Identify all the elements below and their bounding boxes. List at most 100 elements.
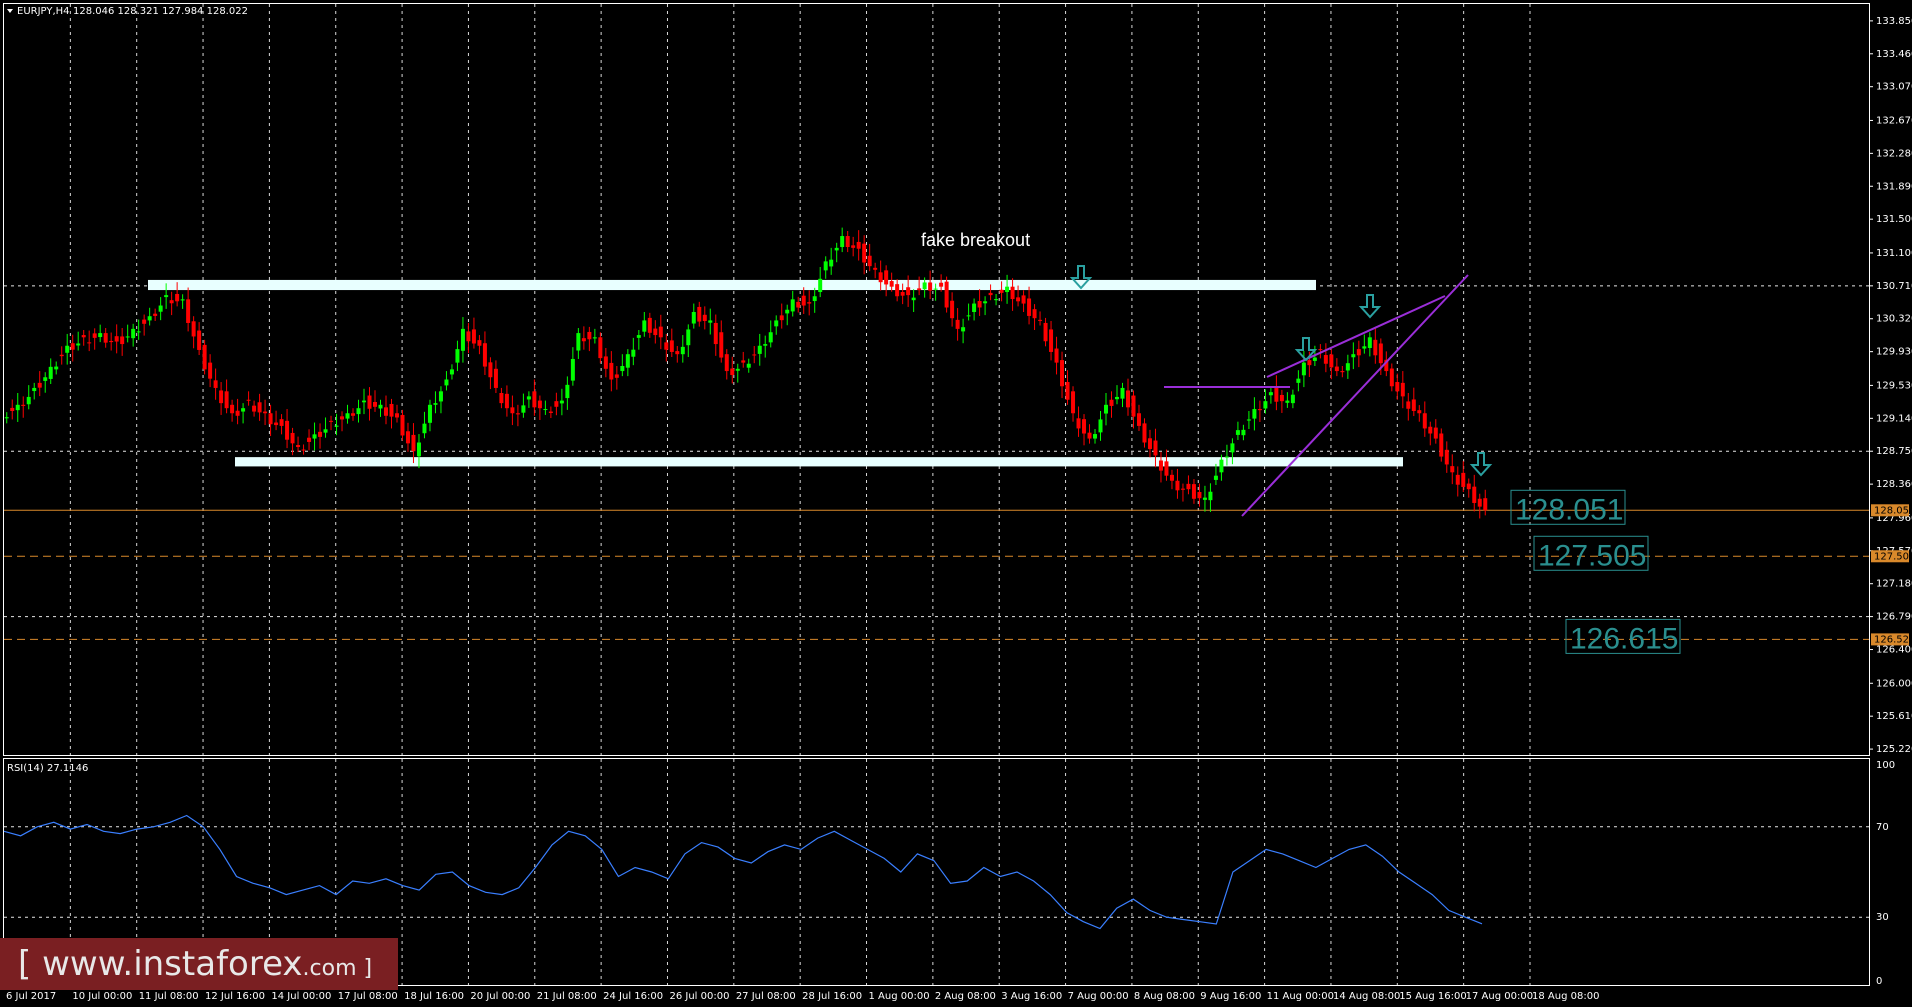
time-tick-label: 15 Aug 16:00 xyxy=(1399,991,1466,1002)
price-tick-label: 131.500 xyxy=(1876,214,1912,225)
down-arrow-icon xyxy=(1294,337,1318,362)
candle-body xyxy=(1483,498,1488,511)
candle-body xyxy=(318,431,323,437)
time-tick-label: 18 Aug 08:00 xyxy=(1532,991,1599,1002)
candle-body xyxy=(763,344,768,346)
time-tick-label: 17 Aug 00:00 xyxy=(1466,991,1533,1002)
candle-body xyxy=(1021,295,1026,304)
candle-body xyxy=(1065,382,1070,400)
wedge-upper-line xyxy=(1266,295,1446,378)
candle-body xyxy=(977,301,982,308)
candle-body xyxy=(724,354,729,372)
candle-body xyxy=(697,306,702,322)
candle-body xyxy=(147,316,152,321)
candle-body xyxy=(252,405,257,412)
candle-body xyxy=(1340,371,1345,373)
candle-body xyxy=(1087,432,1092,439)
candle-body xyxy=(1219,459,1224,473)
candle-body xyxy=(1417,410,1422,414)
price-tick-label: 126.400 xyxy=(1876,645,1912,656)
target-level-value: 126.615 xyxy=(1570,622,1678,655)
candle-body xyxy=(345,413,350,419)
candle-body xyxy=(653,328,658,336)
fake-breakout-annotation: fake breakout xyxy=(921,230,1030,250)
time-tick-label: 3 Aug 16:00 xyxy=(1001,991,1062,1002)
price-tick-label: 129.140 xyxy=(1876,413,1912,424)
candle-body xyxy=(801,295,806,306)
candle-body xyxy=(1093,434,1098,439)
candle-body xyxy=(922,282,927,290)
rsi-tick-label: 100 xyxy=(1876,760,1895,771)
price-axis: 133.850 133.460 133.070 132.670 132.280 131.8… xyxy=(1869,16,1912,755)
candle-body xyxy=(543,409,548,411)
price-candles xyxy=(4,227,1488,519)
candle-body xyxy=(647,317,652,333)
price-tick-label: 126.790 xyxy=(1876,612,1912,623)
candle-body xyxy=(356,408,361,415)
candle-body xyxy=(1296,378,1301,383)
candle-body xyxy=(186,299,191,323)
rsi-header: RSI(14) 27.1146 xyxy=(7,763,88,774)
price-tick-label: 125.220 xyxy=(1876,744,1912,755)
candle-body xyxy=(1323,355,1328,364)
candle-body xyxy=(279,419,284,426)
dropdown-triangle-icon[interactable] xyxy=(7,9,13,13)
down-arrow-icon xyxy=(1469,452,1493,477)
candle-body xyxy=(1329,354,1334,368)
time-tick-label: 2 Aug 08:00 xyxy=(935,991,996,1002)
candle-body xyxy=(378,404,383,409)
candle-body xyxy=(411,434,416,452)
price-tick-label: 127.960 xyxy=(1876,513,1912,524)
candle-body xyxy=(614,374,619,378)
time-tick-label: 7 Aug 00:00 xyxy=(1068,991,1129,1002)
target-level-box xyxy=(1510,489,1626,525)
price-tick-label: 131.100 xyxy=(1876,248,1912,259)
candle-body xyxy=(208,362,213,379)
candle-body xyxy=(1115,396,1119,400)
candle-body xyxy=(768,332,773,343)
candle-body xyxy=(263,411,268,414)
candle-body xyxy=(1054,348,1059,363)
candle-body xyxy=(933,288,938,290)
candle-body xyxy=(829,259,834,267)
candle-body xyxy=(455,349,460,363)
candle-body xyxy=(1169,474,1174,481)
candle-body xyxy=(515,413,520,415)
candle-body xyxy=(164,295,169,298)
candle-body xyxy=(197,330,202,350)
candle-body xyxy=(532,391,537,408)
candle-body xyxy=(950,300,955,319)
candle-body xyxy=(889,281,894,287)
candle-body xyxy=(928,282,933,291)
candle-body xyxy=(818,278,823,293)
candle-body xyxy=(65,345,70,353)
candle-body xyxy=(691,311,696,324)
candle-body xyxy=(686,329,691,346)
candle-body xyxy=(1109,399,1114,406)
candle-body xyxy=(1477,498,1482,507)
candle-body xyxy=(246,399,251,401)
time-axis: 6 Jul 2017 10 Jul 00:00 11 Jul 08:00 12 Jul… xyxy=(6,991,1599,1002)
time-tick-label: 21 Jul 08:00 xyxy=(537,991,597,1002)
candle-body xyxy=(1444,449,1449,465)
candle-body xyxy=(114,336,119,342)
candle-body xyxy=(757,345,762,354)
candle-body xyxy=(906,287,911,296)
symbol-label: EURJPY,H4 xyxy=(17,6,70,17)
candle-body xyxy=(460,328,465,351)
candle-body xyxy=(658,326,663,338)
candle-body xyxy=(1356,349,1361,356)
price-tick-label: 129.930 xyxy=(1876,347,1912,358)
candle-body xyxy=(32,387,37,392)
time-tick-label: 27 Jul 08:00 xyxy=(736,991,796,1002)
candle-body xyxy=(471,329,476,344)
candle-body xyxy=(87,342,92,344)
candle-body xyxy=(202,344,207,370)
price-tick-label: 132.280 xyxy=(1876,148,1912,159)
candle-body xyxy=(1461,472,1466,487)
candle-body xyxy=(664,342,669,350)
candle-body xyxy=(587,331,592,340)
candle-body xyxy=(845,236,850,248)
candle-body xyxy=(1378,343,1383,364)
candle-body xyxy=(1307,360,1312,366)
